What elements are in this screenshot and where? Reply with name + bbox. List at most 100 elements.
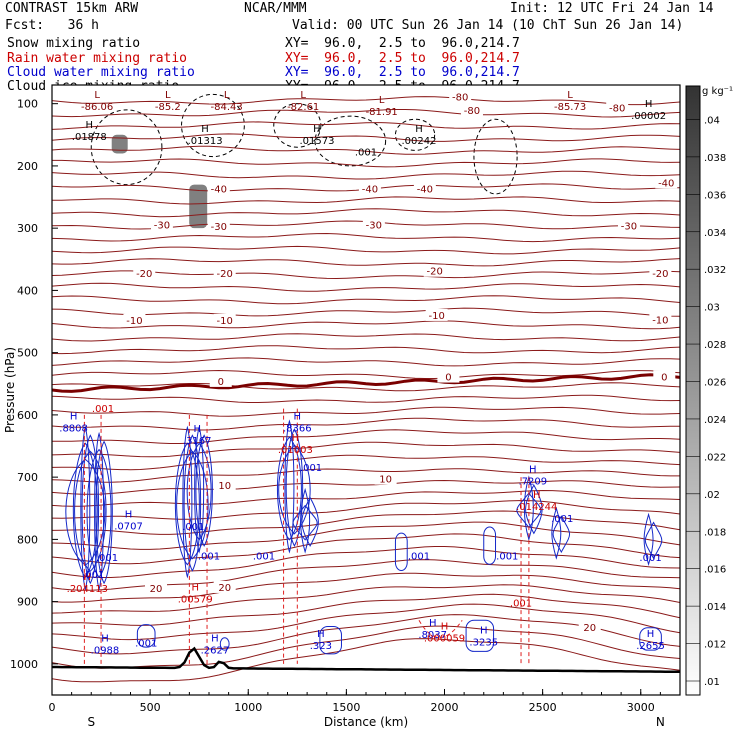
contour-value-label: .001 bbox=[182, 522, 204, 533]
isotherm-label: -30 bbox=[366, 221, 382, 232]
cloud-water-contour bbox=[551, 506, 562, 560]
isotherm-label-bg bbox=[606, 101, 629, 114]
extremum-marker: L bbox=[94, 90, 100, 101]
isotherm-line bbox=[51, 295, 681, 305]
colorbar-tick-label: .03 bbox=[704, 303, 720, 314]
extremum-value: .0707 bbox=[114, 522, 143, 533]
isotherm-line bbox=[51, 454, 681, 471]
isotherm-label-bg bbox=[653, 370, 676, 383]
cloud-ice-contour bbox=[473, 118, 518, 195]
extremum-value: -84.43 bbox=[211, 102, 243, 113]
extremum-marker: H bbox=[201, 124, 209, 135]
isotherm-line bbox=[51, 320, 681, 330]
cloud-water-contour bbox=[285, 428, 304, 547]
x-tick-label: 500 bbox=[140, 701, 161, 714]
cloud-water-contour bbox=[195, 434, 213, 547]
contour-value-label: .001 bbox=[551, 514, 573, 525]
field-label-rain: Rain water mixing ratio bbox=[7, 51, 188, 66]
cloud-water-contour bbox=[552, 515, 571, 554]
colorbar-tick-label: .032 bbox=[704, 265, 726, 276]
cloud-water-contour bbox=[525, 484, 543, 535]
y-tick-label: 300 bbox=[17, 222, 38, 235]
north-label: N bbox=[656, 715, 665, 729]
cloud-water-contour bbox=[72, 442, 98, 578]
cloud-water-contour bbox=[301, 496, 319, 547]
extremum-value: .00002 bbox=[631, 111, 666, 122]
cloud-water-contour bbox=[644, 521, 663, 560]
colorbar-tick-label: .012 bbox=[704, 640, 726, 651]
isotherm-label-bg bbox=[449, 90, 472, 103]
isotherm-label: -80 bbox=[609, 104, 625, 115]
extremum-value: .00579 bbox=[178, 595, 213, 606]
isotherm-line bbox=[51, 258, 681, 267]
isotherm-label: -40 bbox=[211, 185, 227, 196]
y-tick-label: 800 bbox=[17, 533, 38, 546]
terrain-line bbox=[52, 646, 681, 674]
extremum-value: .0988 bbox=[91, 646, 120, 657]
isotherm-line bbox=[52, 196, 681, 205]
isotherm-line bbox=[51, 572, 681, 603]
extremum-marker: H bbox=[294, 411, 302, 422]
x-tick-label: 1500 bbox=[332, 701, 360, 714]
extremum-value: -85.2 bbox=[155, 102, 181, 113]
y-axis-label: Pressure (hPa) bbox=[3, 347, 17, 433]
contour-value-label: .001 bbox=[92, 404, 114, 415]
colorbar-tick-label: .024 bbox=[704, 415, 726, 426]
extremum-marker: H bbox=[292, 433, 300, 444]
extremum-value: -85.73 bbox=[554, 102, 586, 113]
isotherm-line bbox=[51, 546, 681, 578]
isotherm-label: 10 bbox=[379, 475, 392, 486]
extremum-marker: L bbox=[300, 90, 306, 101]
isotherm-label: -10 bbox=[652, 315, 668, 326]
isotherm-line bbox=[51, 533, 681, 565]
isotherm-line bbox=[51, 369, 681, 379]
cloud-water-contour bbox=[300, 487, 311, 554]
snow-shading bbox=[189, 184, 208, 229]
cloud-water-contour bbox=[483, 526, 497, 565]
isotherm-line bbox=[51, 307, 681, 317]
extremum-marker: H bbox=[86, 120, 94, 131]
isotherm-line bbox=[51, 638, 681, 683]
model-center: NCAR/MMM bbox=[244, 1, 307, 16]
cloud-water-contour bbox=[284, 419, 295, 554]
extremum-value: .8808 bbox=[59, 423, 88, 434]
isotherm-line bbox=[51, 394, 681, 403]
x-axis-label: Distance (km) bbox=[324, 715, 408, 729]
x-tick-label: 3000 bbox=[627, 701, 655, 714]
isotherm-label: 0 bbox=[218, 377, 224, 388]
contour-value-label: .001 bbox=[82, 570, 104, 581]
isotherm-label-bg bbox=[362, 218, 385, 231]
colorbar-tick-label: .04 bbox=[704, 115, 720, 126]
isotherm-line bbox=[51, 468, 680, 483]
extremum-value: .7209 bbox=[518, 476, 547, 487]
extremum-marker: H bbox=[415, 124, 423, 135]
isotherm-label: -80 bbox=[464, 106, 480, 117]
isotherm-label: -30 bbox=[154, 221, 170, 232]
cloud-water-contour bbox=[465, 619, 495, 652]
extremum-marker: H bbox=[70, 411, 78, 422]
isotherm-label: -20 bbox=[427, 267, 443, 278]
contour-value-label: .001 bbox=[355, 147, 377, 158]
isotherm-label-bg bbox=[133, 267, 156, 280]
cloud-water-contour bbox=[65, 458, 106, 566]
extremum-value: .01313 bbox=[188, 136, 223, 147]
isotherm-label: 10 bbox=[218, 481, 231, 492]
cloud-water-contour bbox=[319, 626, 342, 655]
colorbar-tick-label: .036 bbox=[704, 190, 726, 201]
colorbar-tick-label: .018 bbox=[704, 527, 726, 538]
contour-value-label: .001 bbox=[510, 599, 532, 610]
isotherm-label: -10 bbox=[217, 316, 233, 327]
cloud-ice-contour bbox=[273, 103, 322, 148]
extremum-marker: H bbox=[211, 634, 219, 645]
cloud-water-contour bbox=[136, 624, 156, 648]
contour-value-label: .001 bbox=[496, 551, 518, 562]
field-label-snow: Snow mixing ratio bbox=[7, 36, 141, 51]
extremum-value: .01573 bbox=[299, 136, 334, 147]
y-tick-label: 700 bbox=[17, 471, 38, 484]
extremum-value: .8366 bbox=[283, 423, 312, 434]
extremum-marker: H bbox=[429, 618, 437, 629]
colorbar-tick-label: .034 bbox=[704, 228, 726, 239]
isotherm-label: -30 bbox=[621, 221, 637, 232]
cloud-ice-contour bbox=[181, 93, 245, 158]
cloud-water-contour bbox=[523, 475, 534, 542]
